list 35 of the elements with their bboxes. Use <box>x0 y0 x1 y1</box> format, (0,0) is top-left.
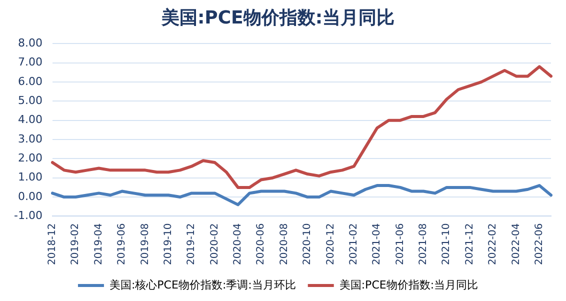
x-tick-label: 2020-04 <box>232 223 244 266</box>
x-tick-label: 2022-02 <box>488 223 499 266</box>
x-tick-label: 2019-10 <box>162 223 174 266</box>
y-tick-label: 1.00 <box>18 170 42 184</box>
x-tick-label: 2022-04 <box>510 223 522 266</box>
x-tick-label: 2019-08 <box>140 223 151 266</box>
legend-label: 美国:PCE物价指数:当月同比 <box>339 278 478 292</box>
x-tick-label: 2020-12 <box>325 223 336 266</box>
y-tick-label: 2.00 <box>18 152 42 165</box>
y-tick-label: 4.00 <box>18 113 42 126</box>
x-tick-label: 2020-02 <box>209 223 220 266</box>
y-tick-label: -1.00 <box>14 209 42 222</box>
x-tick-label: 2019-06 <box>116 223 128 266</box>
x-tick-label: 2020-10 <box>302 223 314 266</box>
legend-label: 美国:核心PCE物价指数:季调:当月环比 <box>109 278 296 292</box>
x-tick-label: 2020-08 <box>278 223 290 266</box>
x-tick-label: 2019-12 <box>186 223 198 266</box>
x-tick-label: 2019-04 <box>93 223 104 266</box>
chart-title: 美国:PCE物价指数:当月同比 <box>160 7 395 28</box>
y-tick-label: 0.00 <box>18 190 42 203</box>
y-tick-label: 8.00 <box>18 36 42 50</box>
x-tick-label: 2020-06 <box>256 223 267 266</box>
x-tick-label: 2022-06 <box>534 223 545 266</box>
x-tick-label: 2018-12 <box>47 223 58 266</box>
y-tick-label: 3.00 <box>18 132 42 146</box>
y-tick-label: 7.00 <box>18 56 42 69</box>
x-tick-label: 2021-12 <box>464 223 476 266</box>
y-tick-label: 6.00 <box>18 74 42 88</box>
x-tick-label: 2021-10 <box>441 223 452 266</box>
x-tick-label: 2021-08 <box>418 223 430 266</box>
y-tick-label: 5.00 <box>18 94 42 107</box>
x-tick-label: 2021-06 <box>394 223 406 266</box>
x-tick-label: 2019-02 <box>70 223 82 266</box>
x-tick-label: 2021-02 <box>348 223 360 266</box>
x-tick-label: 2021-04 <box>372 223 383 266</box>
